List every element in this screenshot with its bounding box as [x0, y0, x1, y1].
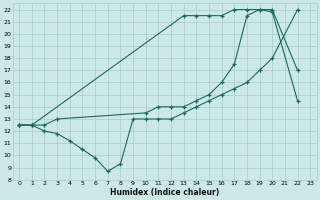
- X-axis label: Humidex (Indice chaleur): Humidex (Indice chaleur): [110, 188, 219, 197]
